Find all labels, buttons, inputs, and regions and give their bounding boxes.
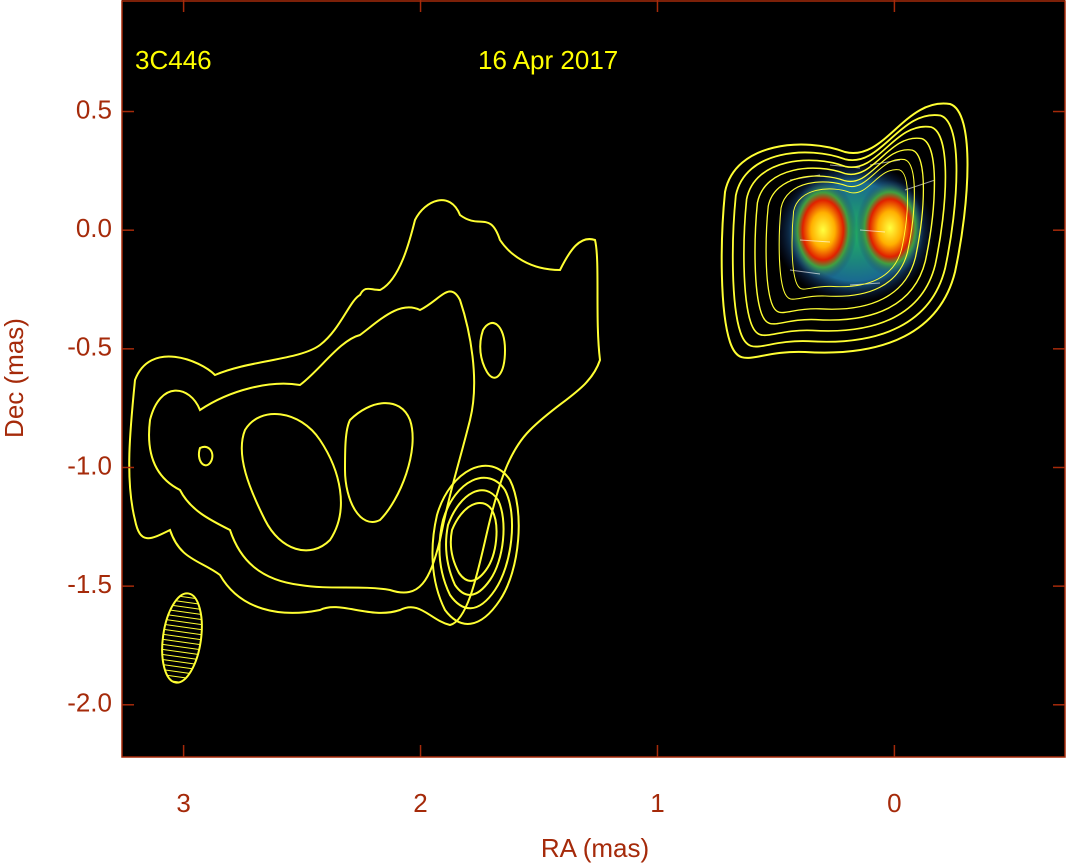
- y-tick-label: -1.5: [67, 569, 112, 599]
- y-tick-label: 0.5: [76, 94, 112, 124]
- contour: [148, 290, 476, 594]
- epoch: 16 Apr 2017: [478, 45, 618, 75]
- contour: [240, 413, 342, 552]
- y-tick-label: -1.0: [67, 450, 112, 480]
- y-tick-label: 0.0: [76, 213, 112, 243]
- contour: [445, 489, 505, 596]
- x-axis-label: RA (mas): [541, 833, 649, 863]
- x-tick-label: 2: [413, 788, 427, 818]
- jet-contours: [128, 199, 602, 627]
- contour: [449, 501, 498, 582]
- map: [128, 103, 968, 684]
- y-axis-label: Dec (mas): [0, 318, 29, 438]
- contour: [765, 149, 924, 314]
- intensity-peak: [789, 180, 857, 280]
- contour: [343, 402, 414, 523]
- contour: [198, 445, 214, 467]
- beam: [161, 592, 203, 684]
- x-tick-label: 0: [887, 788, 901, 818]
- plot-area: [122, 0, 1065, 757]
- contour: [722, 103, 968, 357]
- y-tick-label: -2.0: [67, 688, 112, 718]
- core-contours: [722, 103, 968, 357]
- contour: [431, 464, 520, 625]
- contour: [479, 322, 507, 379]
- contour: [731, 114, 958, 348]
- plot-frame: [121, 0, 1066, 758]
- contour: [778, 159, 915, 300]
- x-tick-label: 1: [650, 788, 664, 818]
- source-name: 3C446: [135, 45, 212, 75]
- contour: [791, 169, 909, 290]
- contour: [754, 137, 936, 325]
- x-tick-label: 3: [176, 788, 190, 818]
- y-tick-label: -0.5: [67, 332, 112, 362]
- contour: [743, 125, 947, 337]
- contour: [128, 199, 602, 627]
- contour: [438, 476, 514, 610]
